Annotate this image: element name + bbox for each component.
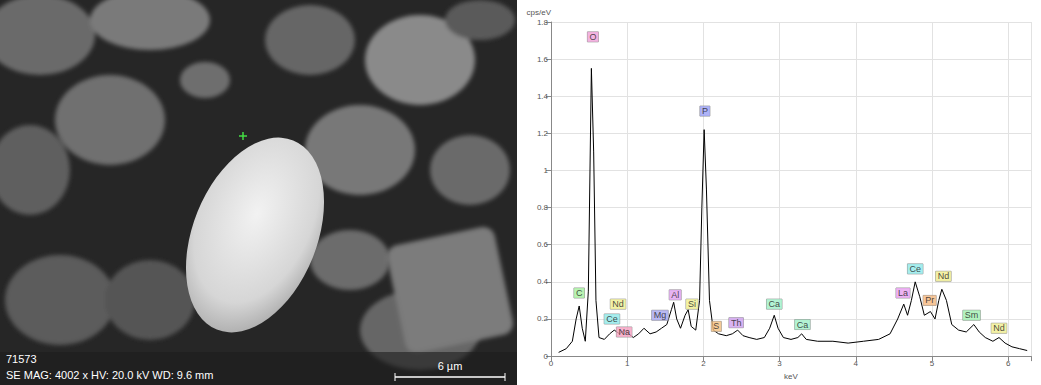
- svg-text:Al: Al: [671, 290, 679, 300]
- svg-text:1.2: 1.2: [537, 129, 549, 138]
- html-text:71573: 71573: [6, 353, 37, 365]
- svg-text:Mg: Mg: [654, 310, 667, 320]
- svg-text:C: C: [576, 288, 583, 298]
- svg-text:cps/eV: cps/eV: [527, 8, 552, 17]
- svg-text:La: La: [898, 288, 908, 298]
- svg-text:0.4: 0.4: [537, 277, 549, 286]
- svg-text:2: 2: [701, 359, 706, 368]
- svg-text:P: P: [702, 106, 708, 116]
- html-text:SE MAG: 4002 x HV: 20.0 kV WD:: SE MAG: 4002 x HV: 20.0 kV WD: 9.6 mm: [6, 369, 214, 381]
- svg-text:4: 4: [854, 359, 859, 368]
- svg-text:3: 3: [777, 359, 782, 368]
- svg-text:Ce: Ce: [606, 314, 618, 324]
- svg-text:Sm: Sm: [965, 310, 979, 320]
- svg-text:Ce: Ce: [909, 264, 921, 274]
- svg-text:0: 0: [543, 351, 548, 361]
- svg-text:O: O: [589, 32, 596, 42]
- svg-text:1.8: 1.8: [537, 18, 549, 27]
- svg-text:6: 6: [1006, 359, 1011, 368]
- svg-text:5: 5: [930, 359, 935, 368]
- svg-text:0.8: 0.8: [537, 203, 549, 212]
- svg-text:Nd: Nd: [993, 323, 1005, 333]
- svg-text:Na: Na: [618, 327, 630, 337]
- svg-text:1.4: 1.4: [537, 92, 549, 101]
- svg-text:Th: Th: [731, 318, 742, 328]
- html-text:6 µm: 6 µm: [437, 360, 463, 372]
- svg-text:1: 1: [625, 359, 630, 368]
- svg-text:Pr: Pr: [925, 295, 934, 305]
- svg-text:0.6: 0.6: [537, 240, 549, 249]
- svg-text:0.2: 0.2: [537, 314, 549, 323]
- svg-text:Ca: Ca: [797, 320, 809, 330]
- svg-text:Si: Si: [688, 299, 696, 309]
- svg-text:1.6: 1.6: [537, 55, 549, 64]
- svg-text:Ca: Ca: [768, 299, 780, 309]
- svg-text:Nd: Nd: [938, 271, 950, 281]
- svg-text:S: S: [713, 321, 719, 331]
- svg-text:keV: keV: [784, 372, 798, 381]
- svg-text:0: 0: [549, 359, 554, 368]
- svg-text:1: 1: [544, 166, 549, 175]
- svg-text:Nd: Nd: [612, 299, 624, 309]
